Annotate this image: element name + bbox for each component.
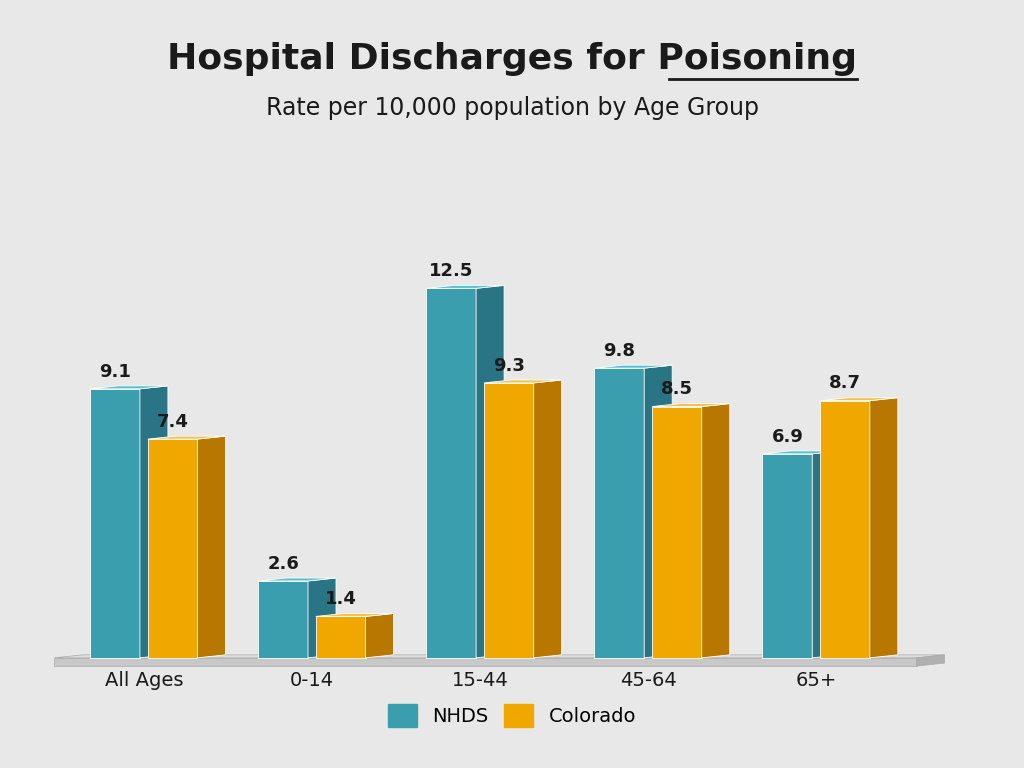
Polygon shape — [763, 454, 812, 658]
Polygon shape — [426, 286, 504, 288]
Text: 9.1: 9.1 — [99, 362, 131, 381]
Polygon shape — [258, 578, 336, 581]
Polygon shape — [652, 404, 730, 406]
Text: Rate per 10,000 population by Age Group: Rate per 10,000 population by Age Group — [265, 96, 759, 120]
Text: 9.3: 9.3 — [493, 356, 524, 375]
Polygon shape — [594, 365, 672, 368]
Text: 0-14: 0-14 — [290, 670, 334, 690]
Text: 6.9: 6.9 — [771, 428, 803, 445]
Text: 65+: 65+ — [796, 670, 837, 690]
Polygon shape — [147, 436, 225, 439]
Text: All Ages: All Ages — [104, 670, 183, 690]
Polygon shape — [90, 386, 168, 389]
Text: 15-44: 15-44 — [452, 670, 508, 690]
Text: 8.7: 8.7 — [829, 374, 861, 392]
Polygon shape — [366, 614, 393, 658]
Text: 9.8: 9.8 — [603, 342, 635, 360]
Text: 45-64: 45-64 — [620, 670, 677, 690]
Polygon shape — [147, 439, 198, 658]
Text: 2.6: 2.6 — [267, 554, 299, 573]
Polygon shape — [820, 398, 898, 401]
Polygon shape — [54, 655, 944, 658]
Polygon shape — [484, 380, 562, 383]
Text: 12.5: 12.5 — [429, 262, 473, 280]
Polygon shape — [763, 451, 841, 454]
Polygon shape — [90, 389, 140, 658]
Polygon shape — [315, 617, 366, 658]
Text: 8.5: 8.5 — [660, 380, 693, 399]
Text: 1.4: 1.4 — [325, 590, 356, 608]
Text: 7.4: 7.4 — [157, 413, 188, 431]
Polygon shape — [484, 383, 534, 658]
Polygon shape — [426, 288, 476, 658]
Polygon shape — [315, 614, 393, 617]
Polygon shape — [198, 436, 225, 658]
Polygon shape — [534, 380, 562, 658]
Polygon shape — [476, 286, 504, 658]
Polygon shape — [812, 451, 841, 658]
Polygon shape — [701, 404, 730, 658]
Polygon shape — [916, 655, 944, 666]
Polygon shape — [869, 398, 898, 658]
Legend: NHDS, Colorado: NHDS, Colorado — [380, 696, 644, 735]
Polygon shape — [820, 401, 869, 658]
Polygon shape — [308, 578, 336, 658]
Polygon shape — [594, 368, 644, 658]
Polygon shape — [140, 386, 168, 658]
Polygon shape — [54, 658, 916, 666]
Polygon shape — [652, 406, 701, 658]
Polygon shape — [258, 581, 308, 658]
Polygon shape — [644, 365, 672, 658]
Text: Hospital Discharges for Poisoning: Hospital Discharges for Poisoning — [167, 42, 857, 76]
